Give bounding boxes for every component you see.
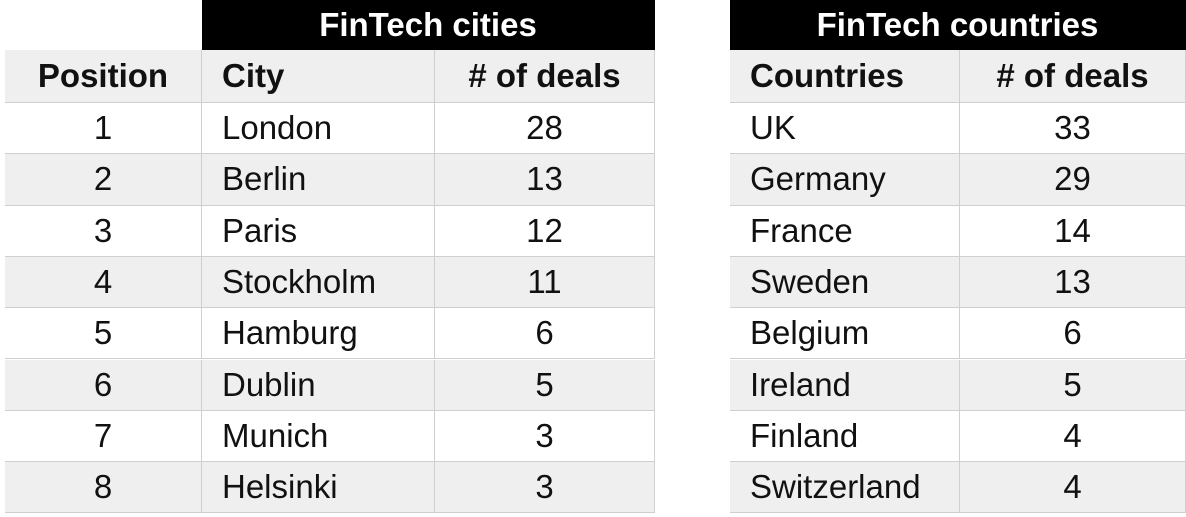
table-title: FinTech countries bbox=[730, 0, 1186, 50]
column-header: # of deals bbox=[960, 50, 1186, 103]
table-cell: Berlin bbox=[202, 154, 435, 206]
table-cell: 5 bbox=[435, 359, 655, 411]
table-cell: Switzerland bbox=[730, 462, 960, 514]
table-cell: 3 bbox=[435, 410, 655, 463]
table-cell: 6 bbox=[960, 308, 1186, 360]
table-cell: 13 bbox=[960, 256, 1186, 309]
table-cell: Finland bbox=[730, 410, 960, 463]
table-cell: Hamburg bbox=[202, 308, 435, 360]
table-cell: Sweden bbox=[730, 256, 960, 309]
table-cell: 8 bbox=[5, 462, 202, 514]
column-header: # of deals bbox=[435, 50, 655, 103]
table-cell: 5 bbox=[960, 359, 1186, 411]
column-header: Countries bbox=[730, 50, 960, 103]
table-cell: UK bbox=[730, 103, 960, 155]
table-cell: Ireland bbox=[730, 359, 960, 411]
table-cell: 5 bbox=[5, 308, 202, 360]
table-cell: 3 bbox=[435, 462, 655, 514]
table-cell: 13 bbox=[435, 154, 655, 206]
table-cell: France bbox=[730, 205, 960, 257]
table-cell: 29 bbox=[960, 154, 1186, 206]
table-cell: Munich bbox=[202, 410, 435, 463]
table-cell: London bbox=[202, 103, 435, 155]
column-header: Position bbox=[5, 50, 202, 103]
table-cell: 14 bbox=[960, 205, 1186, 257]
table-cell: 28 bbox=[435, 103, 655, 155]
table-cell: Helsinki bbox=[202, 462, 435, 514]
table-cell: 7 bbox=[5, 410, 202, 463]
table-cell: 1 bbox=[5, 103, 202, 155]
table-cell: 6 bbox=[435, 308, 655, 360]
table-cell: 4 bbox=[960, 410, 1186, 463]
table-cell: Belgium bbox=[730, 308, 960, 360]
column-header: City bbox=[202, 50, 435, 103]
table-cell: 2 bbox=[5, 154, 202, 206]
table-cell: 33 bbox=[960, 103, 1186, 155]
table-title: FinTech cities bbox=[202, 0, 655, 50]
table-cell: 11 bbox=[435, 256, 655, 309]
table-cell: Stockholm bbox=[202, 256, 435, 309]
table-cell: 12 bbox=[435, 205, 655, 257]
table-cell: 6 bbox=[5, 359, 202, 411]
table-cell: 4 bbox=[960, 462, 1186, 514]
table-cell: Dublin bbox=[202, 359, 435, 411]
table-cell: Paris bbox=[202, 205, 435, 257]
table-cell: 4 bbox=[5, 256, 202, 309]
table-cell: Germany bbox=[730, 154, 960, 206]
table-cell: 3 bbox=[5, 205, 202, 257]
